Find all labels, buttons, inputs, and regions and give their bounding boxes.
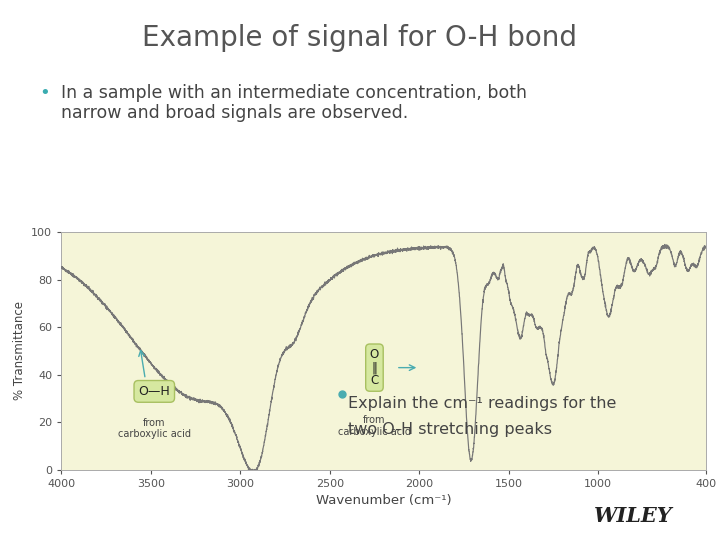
- Text: O
‖
C: O ‖ C: [370, 348, 379, 387]
- Text: O—H: O—H: [138, 385, 170, 398]
- Text: from: from: [143, 417, 166, 428]
- Y-axis label: % Transmittance: % Transmittance: [13, 301, 26, 401]
- Text: from: from: [363, 415, 386, 425]
- Text: Explain the cm⁻¹ readings for the: Explain the cm⁻¹ readings for the: [348, 396, 616, 411]
- Text: In a sample with an intermediate concentration, both
narrow and broad signals ar: In a sample with an intermediate concent…: [61, 84, 527, 123]
- X-axis label: Wavenumber (cm⁻¹): Wavenumber (cm⁻¹): [315, 495, 451, 508]
- Text: carboxylic acid: carboxylic acid: [338, 427, 411, 437]
- Text: Example of signal for O-H bond: Example of signal for O-H bond: [143, 24, 577, 52]
- Text: two O-H stretching peaks: two O-H stretching peaks: [348, 422, 552, 437]
- Text: •: •: [40, 84, 50, 102]
- Text: carboxylic acid: carboxylic acid: [118, 429, 191, 440]
- Text: WILEY: WILEY: [594, 507, 673, 526]
